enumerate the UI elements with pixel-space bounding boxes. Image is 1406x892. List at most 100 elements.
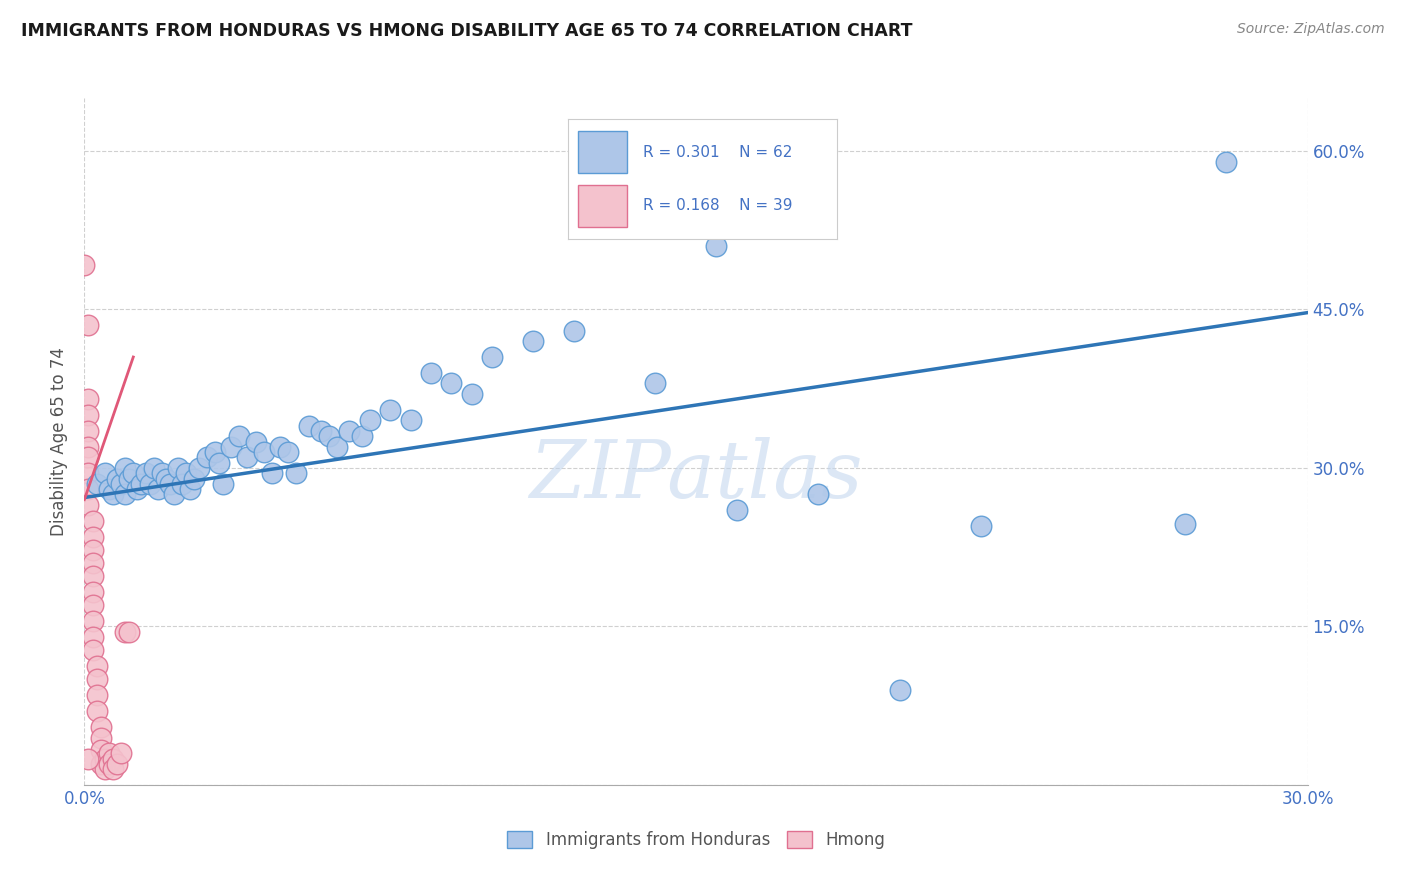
Point	[219, 440, 242, 454]
Point	[522, 334, 544, 348]
Point	[82, 530, 104, 544]
Point	[82, 614, 104, 628]
Point	[159, 476, 181, 491]
Point	[187, 461, 209, 475]
Point	[82, 630, 104, 644]
Point	[146, 482, 169, 496]
Point	[86, 658, 108, 673]
Point	[212, 476, 235, 491]
Point	[77, 440, 100, 454]
Point	[461, 387, 484, 401]
Point	[245, 434, 267, 449]
Point	[326, 440, 349, 454]
Point	[155, 471, 177, 485]
Point	[131, 476, 153, 491]
Point	[114, 461, 136, 475]
Point	[228, 429, 250, 443]
Point	[86, 704, 108, 718]
Point	[339, 424, 361, 438]
Point	[118, 624, 141, 639]
Point	[179, 482, 201, 496]
Point	[97, 746, 120, 760]
Point	[90, 756, 112, 771]
Point	[86, 476, 108, 491]
Point	[101, 762, 124, 776]
Point	[236, 450, 259, 465]
Point	[807, 487, 830, 501]
Point	[101, 487, 124, 501]
Y-axis label: Disability Age 65 to 74: Disability Age 65 to 74	[51, 347, 69, 536]
Point	[150, 467, 173, 481]
Point	[93, 751, 115, 765]
Point	[253, 445, 276, 459]
Point	[889, 682, 911, 697]
Point	[138, 476, 160, 491]
Point	[77, 424, 100, 438]
Point	[97, 482, 120, 496]
Point	[82, 543, 104, 558]
Point	[644, 376, 666, 391]
Point	[440, 376, 463, 391]
Point	[260, 467, 283, 481]
Point	[90, 720, 112, 734]
Point	[277, 445, 299, 459]
Point	[93, 467, 115, 481]
Point	[101, 751, 124, 765]
Point	[82, 514, 104, 528]
Point	[309, 424, 332, 438]
Point	[167, 461, 190, 475]
Point	[127, 482, 149, 496]
Point	[77, 450, 100, 465]
Point	[110, 476, 132, 491]
Point	[90, 731, 112, 746]
Point	[174, 467, 197, 481]
Point	[269, 440, 291, 454]
Point	[562, 324, 585, 338]
Point	[195, 450, 218, 465]
Point	[420, 366, 443, 380]
Point	[1215, 154, 1237, 169]
Point	[183, 471, 205, 485]
Point	[114, 624, 136, 639]
Point	[285, 467, 308, 481]
Point	[77, 408, 100, 422]
Point	[77, 482, 100, 496]
Point	[82, 556, 104, 570]
Point	[204, 445, 226, 459]
Point	[163, 487, 186, 501]
Point	[77, 318, 100, 333]
Point	[82, 584, 104, 599]
Point	[118, 471, 141, 485]
Point	[73, 258, 96, 272]
Point	[82, 642, 104, 657]
Point	[97, 756, 120, 771]
Point	[77, 467, 100, 481]
Point	[114, 487, 136, 501]
Point	[135, 467, 157, 481]
Point	[399, 413, 422, 427]
Legend: Immigrants from Honduras, Hmong: Immigrants from Honduras, Hmong	[501, 824, 891, 855]
Text: Source: ZipAtlas.com: Source: ZipAtlas.com	[1237, 22, 1385, 37]
Text: IMMIGRANTS FROM HONDURAS VS HMONG DISABILITY AGE 65 TO 74 CORRELATION CHART: IMMIGRANTS FROM HONDURAS VS HMONG DISABI…	[21, 22, 912, 40]
Point	[93, 762, 115, 776]
Point	[82, 599, 104, 613]
Point	[481, 350, 503, 364]
Point	[318, 429, 340, 443]
Point	[105, 471, 128, 485]
Point	[208, 456, 231, 470]
Point	[380, 402, 402, 417]
Point	[77, 751, 100, 765]
Point	[77, 392, 100, 407]
Point	[142, 461, 165, 475]
Point	[298, 418, 321, 433]
Point	[122, 467, 145, 481]
Point	[1174, 516, 1197, 531]
Point	[77, 498, 100, 512]
Point	[110, 746, 132, 760]
Point	[86, 688, 108, 702]
Point	[172, 476, 194, 491]
Point	[82, 568, 104, 582]
Text: ZIPatlas: ZIPatlas	[529, 437, 863, 515]
Point	[970, 519, 993, 533]
Point	[725, 503, 748, 517]
